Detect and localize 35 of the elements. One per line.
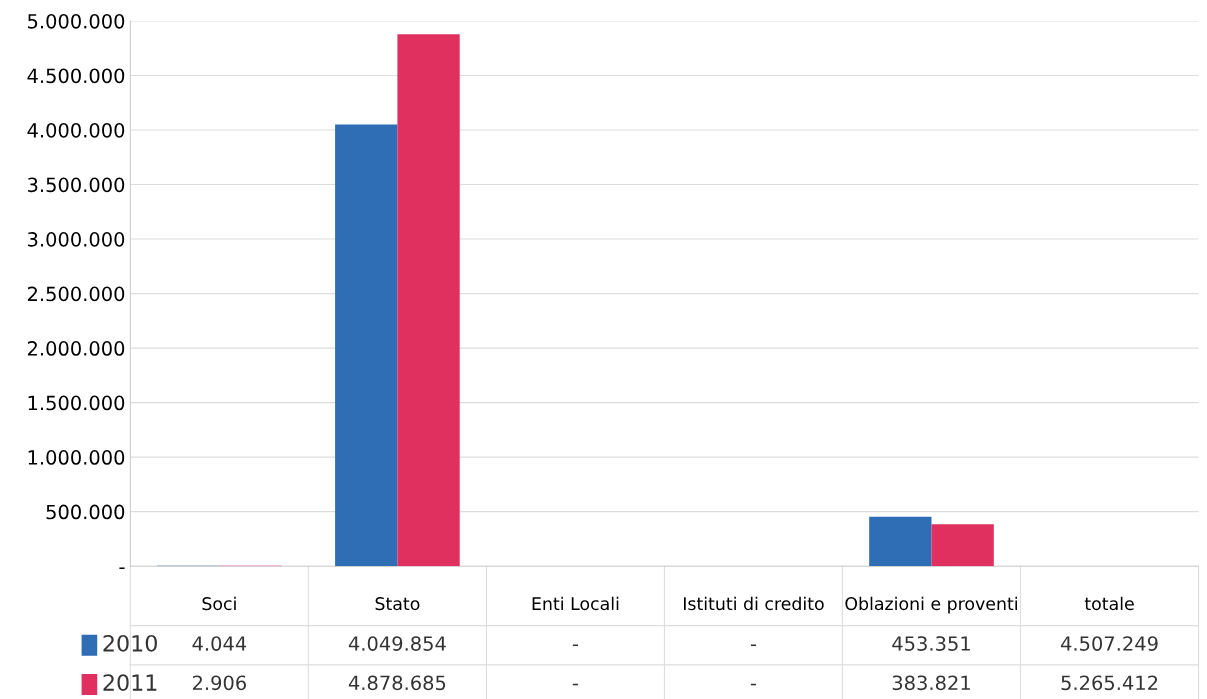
x-tick-label: Enti Locali [532,596,619,611]
y-tick-label: 4.500.000 [27,68,125,84]
data-label: 4.049.854 [348,636,446,651]
y-tick-label: 4.000.000 [27,122,125,138]
data-label: 2.906 [192,675,246,691]
y-tick-label: 500.000 [46,504,125,520]
text: 5.265.412 [1061,675,1158,691]
data-label: - [572,644,578,647]
y-tick-label: 1.500.000 [28,395,125,411]
x-tick-label: Oblazioni e proventi [845,596,1017,614]
y-tick-label: 1.000.000 [28,450,125,465]
x-tick-label: Stato [375,597,420,611]
x-tick-label: Istituti di credito [683,596,824,611]
data-label: 453.351 [892,636,970,651]
bar [335,124,398,567]
y-tick-label: 5.000.000 [28,13,125,29]
x-tick-label: Soci [202,596,236,611]
y-tick-label: 2.000.000 [27,341,125,356]
data-label: 4.878.685 [348,675,446,691]
bar [869,516,932,567]
y-tick-label: - [119,567,125,570]
data-label: - [572,683,578,686]
y-tick-label: 3.000.000 [28,232,125,247]
bar [931,524,994,567]
text: 4.507.249 [1061,636,1158,651]
data-label: - [750,644,757,647]
y-tick-label: 3.500.000 [28,177,125,193]
y-tick-label: 2.500.000 [27,286,125,302]
data-label: - [750,683,757,686]
legend-label: 2010 [103,634,157,652]
x-tick-label: totale [1084,596,1134,611]
legend-label: 2011 [103,674,157,691]
data-label: 383.821 [892,675,970,691]
data-label: 4.044 [192,636,247,651]
bar [397,34,460,567]
